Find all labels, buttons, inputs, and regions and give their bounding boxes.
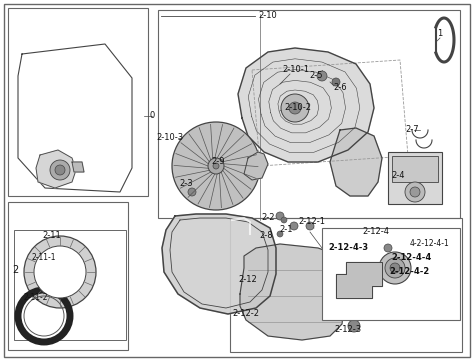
Text: 2-12-4-3: 2-12-4-3 [328, 244, 368, 252]
Circle shape [332, 78, 340, 86]
Bar [8, 8, 148, 196]
Text: 2-10-2: 2-10-2 [284, 104, 311, 113]
Circle shape [281, 94, 309, 122]
Text: 2-12-1: 2-12-1 [299, 217, 326, 226]
Circle shape [379, 252, 411, 284]
Circle shape [306, 222, 314, 230]
Bar [392, 156, 438, 182]
Polygon shape [240, 244, 346, 340]
Circle shape [289, 102, 301, 114]
Text: 2-12: 2-12 [238, 275, 257, 284]
Circle shape [348, 320, 360, 332]
Text: 2-11-1: 2-11-1 [32, 253, 56, 262]
Circle shape [410, 187, 420, 197]
Circle shape [317, 71, 327, 81]
Text: 2-11: 2-11 [43, 231, 61, 240]
Circle shape [290, 222, 298, 230]
Circle shape [213, 163, 219, 169]
Circle shape [172, 122, 260, 210]
Text: 2-12-4-4: 2-12-4-4 [392, 253, 432, 262]
Circle shape [276, 212, 284, 220]
Bar [158, 10, 460, 218]
Text: 2-1: 2-1 [279, 226, 293, 235]
Circle shape [208, 158, 224, 174]
Polygon shape [244, 152, 268, 180]
Polygon shape [36, 150, 76, 188]
Text: 2-10-3: 2-10-3 [156, 134, 183, 143]
Bar [230, 218, 462, 352]
Text: 2-4: 2-4 [391, 170, 405, 179]
Text: 2-10: 2-10 [259, 12, 277, 21]
Bar [388, 152, 442, 204]
Polygon shape [238, 48, 374, 162]
Circle shape [24, 236, 96, 308]
Circle shape [277, 231, 283, 237]
Text: 2-5: 2-5 [309, 71, 323, 81]
Circle shape [390, 263, 400, 273]
Text: 2-2: 2-2 [261, 213, 275, 222]
Text: 2: 2 [12, 265, 18, 275]
Polygon shape [330, 128, 382, 196]
Text: 2-12-4-2: 2-12-4-2 [390, 268, 430, 277]
Text: 2-12-3: 2-12-3 [335, 326, 362, 335]
Circle shape [34, 246, 86, 298]
Circle shape [55, 165, 65, 175]
Text: 2-11-2: 2-11-2 [24, 293, 48, 303]
Polygon shape [336, 262, 382, 298]
Text: 2-10-1: 2-10-1 [283, 65, 310, 74]
Text: 2-8: 2-8 [259, 231, 273, 240]
Text: 2-7: 2-7 [405, 126, 419, 135]
Text: 4-2-12-4-1: 4-2-12-4-1 [410, 239, 450, 248]
Circle shape [281, 217, 287, 223]
Circle shape [50, 160, 70, 180]
Bar [8, 202, 128, 350]
Text: 2-6: 2-6 [333, 83, 347, 92]
Text: 0: 0 [149, 112, 155, 121]
Circle shape [188, 188, 196, 196]
Polygon shape [72, 162, 84, 172]
Bar [14, 230, 126, 340]
Text: 2-12-4: 2-12-4 [363, 227, 390, 236]
Circle shape [385, 258, 405, 278]
Circle shape [405, 182, 425, 202]
Text: 2-12-2: 2-12-2 [233, 309, 259, 318]
Circle shape [384, 244, 392, 252]
Text: 1: 1 [438, 30, 443, 39]
Bar [322, 228, 460, 320]
Text: 2-9: 2-9 [211, 157, 225, 166]
Text: 2-3: 2-3 [179, 179, 193, 188]
Polygon shape [162, 214, 276, 314]
